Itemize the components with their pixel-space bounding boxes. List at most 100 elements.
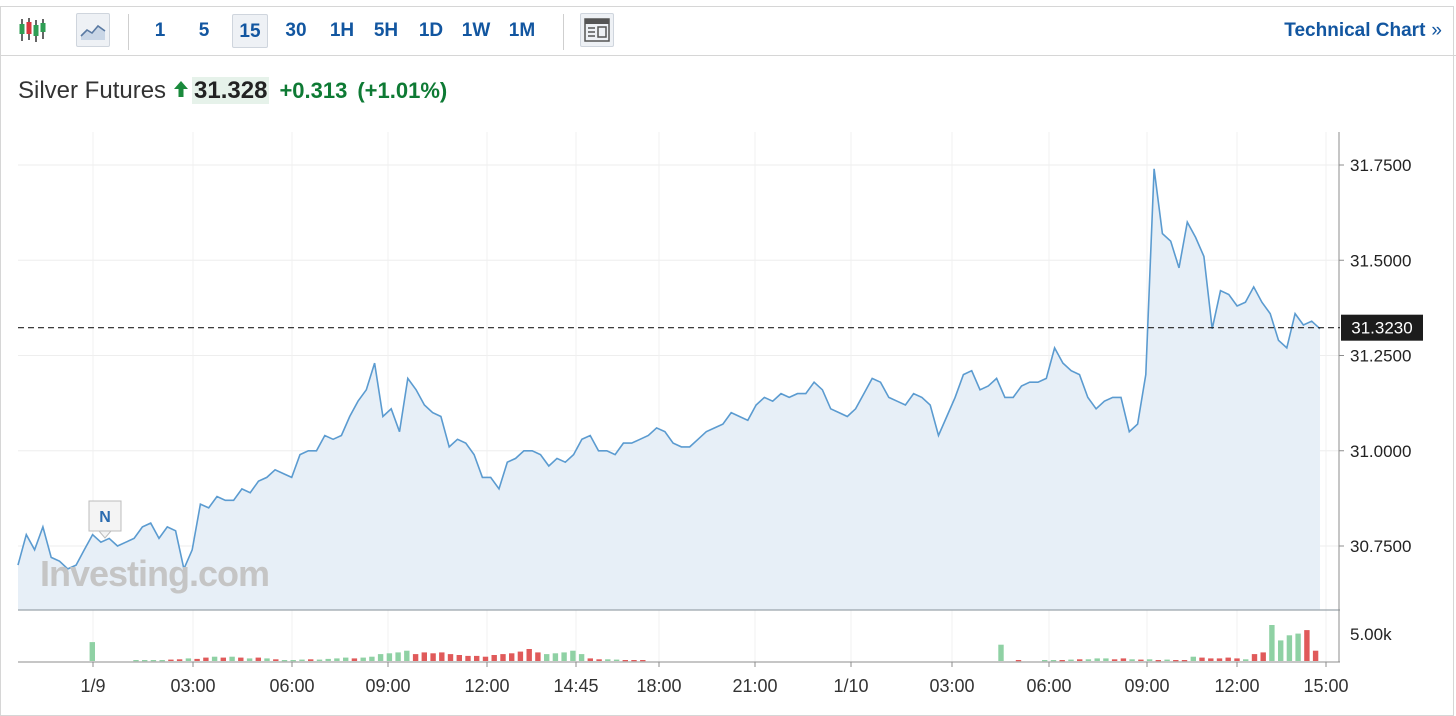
x-tick-label: 06:00 [269, 676, 314, 696]
volume-bar [1164, 659, 1170, 661]
volume-bar [1304, 630, 1310, 661]
volume-bar [1190, 656, 1196, 661]
technical-chart-link[interactable]: Technical Chart» [1284, 14, 1442, 48]
volume-bar [439, 652, 445, 661]
interval-1h[interactable]: 1H [329, 20, 355, 41]
instrument-name: Silver Futures [18, 77, 167, 104]
volume-bar [386, 653, 393, 661]
volume-bar [456, 655, 462, 661]
volume-bar [203, 657, 209, 661]
volume-bar [1050, 660, 1057, 662]
volume-bar [404, 650, 410, 661]
x-tick-label: 03:00 [170, 676, 215, 696]
volume-bar [491, 655, 497, 661]
x-tick-label: 1/10 [833, 676, 868, 696]
news-marker-label: N [99, 509, 111, 526]
volume-bar [640, 660, 646, 662]
interval-5h[interactable]: 5H [373, 20, 399, 41]
volume-bar [1146, 659, 1153, 661]
price-change: +0.313 [279, 78, 348, 103]
y-tick-label: 31.5000 [1350, 251, 1411, 270]
volume-bar [1173, 660, 1179, 662]
volume-bar [578, 654, 585, 661]
volume-bar [535, 652, 541, 661]
volume-bar [1208, 658, 1214, 661]
watermark-text: Investing.com [40, 553, 269, 594]
volume-bar [1155, 660, 1161, 662]
interval-15[interactable]: 15 [232, 14, 268, 48]
current-price-text: 31.3230 [1351, 319, 1412, 338]
volume-bar [447, 654, 454, 661]
layout-icon[interactable] [580, 13, 614, 47]
volume-bar [273, 659, 279, 661]
price-change-percent: (+1.01%) [357, 78, 448, 103]
volume-bar [517, 651, 524, 661]
volume-bar [395, 652, 401, 661]
volume-bar [605, 659, 611, 661]
interval-30[interactable]: 30 [285, 20, 307, 41]
volume-bar [1059, 660, 1065, 662]
volume-bar [1094, 658, 1100, 661]
volume-bar [211, 656, 218, 661]
volume-bar [587, 658, 593, 661]
volume-bar [430, 653, 436, 661]
volume-bar [1199, 657, 1205, 661]
volume-bar [142, 660, 148, 662]
volume-bar [1225, 657, 1231, 661]
area-chart-icon[interactable] [76, 13, 110, 47]
volume-bar [1278, 640, 1284, 661]
volume-bar [1015, 660, 1022, 662]
volume-bar [159, 660, 165, 662]
quote-header: Silver Futures 31.328 +0.313 (+1.01%) [18, 74, 447, 108]
interval-1w[interactable]: 1W [461, 20, 491, 41]
volume-bar [133, 660, 139, 662]
volume-bar [290, 660, 296, 662]
x-tick-label: 15:00 [1303, 676, 1348, 696]
current-price-tag: 31.3230 [1341, 314, 1423, 341]
volume-bar [570, 650, 576, 661]
news-marker[interactable]: N [88, 500, 122, 539]
chevron-right-icon: » [1431, 20, 1442, 41]
x-tick-label: 21:00 [732, 676, 777, 696]
y-tick-label: 31.2500 [1350, 347, 1411, 366]
volume-bar [1243, 659, 1249, 661]
volume-bar [998, 644, 1004, 661]
volume-bar [1111, 659, 1118, 661]
last-price: 31.328 [192, 77, 270, 104]
volume-bar [299, 659, 305, 661]
volume-bar [334, 658, 340, 661]
x-tick-label: 03:00 [929, 676, 974, 696]
price-line [17, 168, 1321, 572]
interval-5[interactable]: 5 [198, 20, 210, 41]
interval-1[interactable]: 1 [154, 20, 166, 41]
volume-bar [1138, 659, 1144, 661]
toolbar-divider [128, 14, 129, 50]
volume-bar [1312, 650, 1319, 661]
volume-bar [316, 659, 323, 661]
volume-bar [465, 655, 471, 661]
y-tick-label: 30.7500 [1350, 537, 1411, 556]
interval-1d[interactable]: 1D [418, 20, 444, 41]
toolbar-divider [563, 14, 564, 50]
volume-bar [168, 659, 174, 661]
volume-bar [229, 656, 235, 661]
volume-bar [246, 658, 253, 661]
volume-bar [1269, 625, 1275, 661]
volume-bar [544, 654, 550, 661]
volume-bar [351, 658, 358, 661]
volume-bar [1216, 658, 1223, 661]
up-arrow-icon [174, 73, 189, 107]
volume-bar [150, 660, 157, 662]
volume-bar [185, 658, 192, 661]
x-tick-label: 06:00 [1026, 676, 1071, 696]
volume-bar [220, 657, 226, 661]
price-area [18, 168, 1320, 611]
interval-1m[interactable]: 1M [508, 20, 536, 41]
volume-bar [412, 654, 419, 661]
volume-bar [613, 659, 620, 661]
candlestick-chart-icon[interactable] [16, 13, 50, 47]
x-axis-labels: 1/9 03:00 06:00 09:00 12:00 14:45 18:00 21:00 1/… [80, 662, 1349, 696]
volume-bar [526, 649, 532, 661]
x-tick-label: 14:45 [553, 676, 598, 696]
